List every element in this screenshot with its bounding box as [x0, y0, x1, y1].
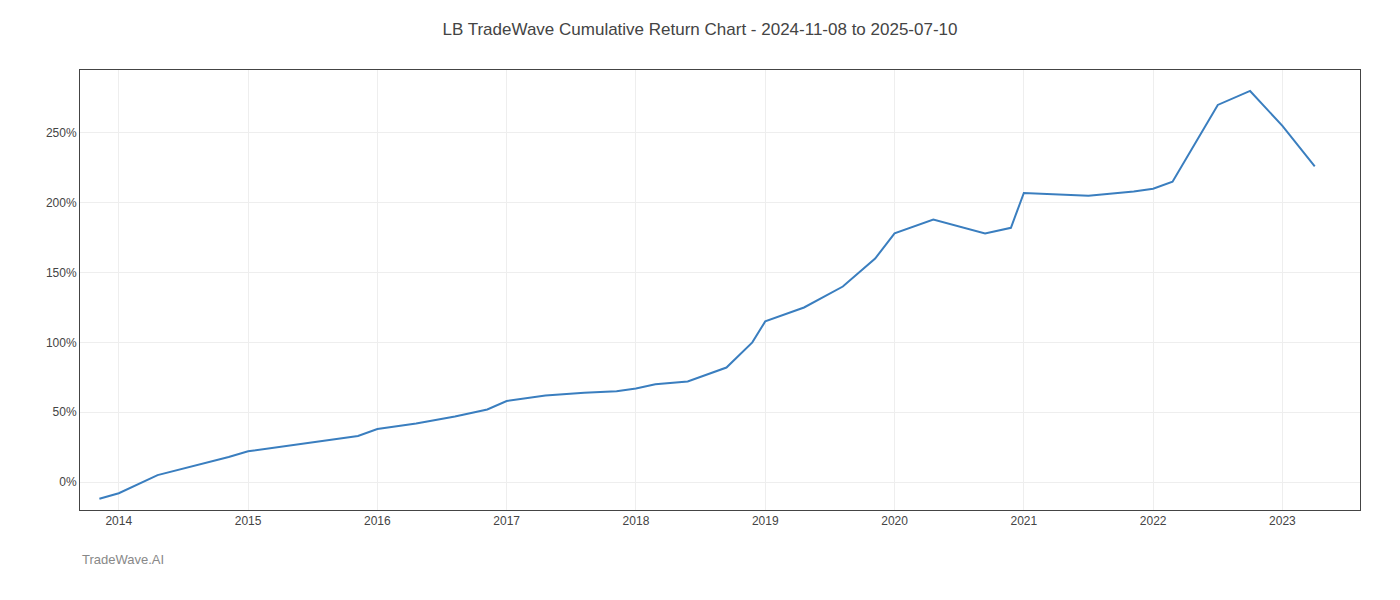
svg-text:2022: 2022	[1140, 514, 1167, 528]
svg-text:2014: 2014	[105, 514, 132, 528]
svg-text:2017: 2017	[493, 514, 520, 528]
svg-text:150%: 150%	[46, 266, 77, 280]
svg-text:2023: 2023	[1269, 514, 1296, 528]
svg-text:0%: 0%	[59, 475, 77, 489]
svg-text:250%: 250%	[46, 126, 77, 140]
svg-text:2015: 2015	[235, 514, 262, 528]
svg-text:200%: 200%	[46, 196, 77, 210]
svg-text:2016: 2016	[364, 514, 391, 528]
svg-text:2021: 2021	[1010, 514, 1037, 528]
svg-text:TradeWave.AI: TradeWave.AI	[82, 552, 164, 567]
svg-text:2019: 2019	[752, 514, 779, 528]
svg-text:50%: 50%	[53, 405, 77, 419]
svg-text:LB TradeWave Cumulative Return: LB TradeWave Cumulative Return Chart - 2…	[443, 20, 958, 39]
svg-text:2018: 2018	[623, 514, 650, 528]
svg-text:100%: 100%	[46, 336, 77, 350]
svg-text:2020: 2020	[881, 514, 908, 528]
